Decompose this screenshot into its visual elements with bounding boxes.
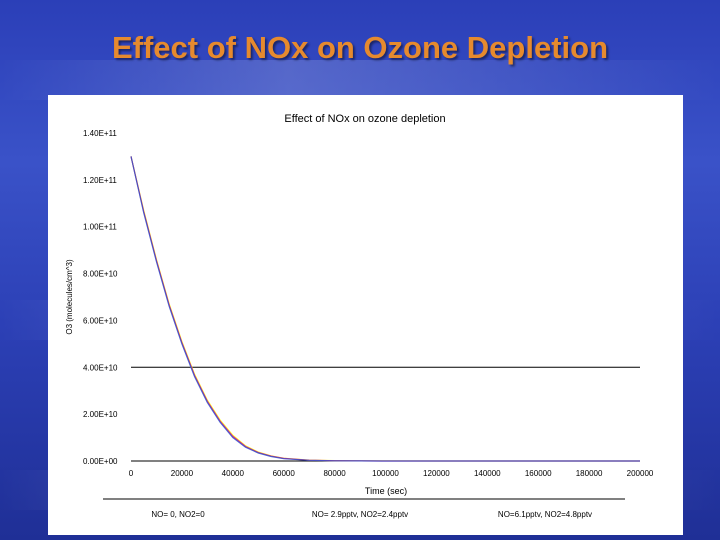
- y-tick-label: 1.00E+11: [83, 223, 117, 232]
- slide-title: Effect of NOx on Ozone Depletion: [111, 30, 608, 65]
- legend-entry-1: NO= 0, NO2=0: [151, 510, 205, 519]
- x-tick-label: 40000: [222, 469, 245, 478]
- chart-panel: Effect of NOx on ozone depletion 0.00E+00…: [48, 95, 683, 535]
- x-tick-label: 60000: [273, 469, 296, 478]
- x-tick-label: 160000: [525, 469, 552, 478]
- line-chart: Effect of NOx on ozone depletion 0.00E+00…: [65, 113, 654, 519]
- series-line-2: [130, 156, 640, 462]
- x-tick-label: 0: [129, 469, 134, 478]
- series-line-1: [130, 156, 640, 462]
- x-tick-label: 80000: [323, 469, 346, 478]
- y-tick-label: 1.20E+11: [83, 176, 117, 185]
- x-axis-label: Time (sec): [365, 486, 407, 496]
- x-tick-label: 140000: [474, 469, 501, 478]
- y-tick-label: 4.00E+10: [83, 363, 118, 372]
- y-axis-label: O3 (molecules/cm^3): [65, 259, 74, 335]
- y-tick-label: 1.40E+11: [83, 129, 117, 138]
- x-tick-label: 180000: [576, 469, 603, 478]
- x-tick-label: 200000: [627, 469, 654, 478]
- x-tick-label: 120000: [423, 469, 450, 478]
- x-tick-label: 20000: [171, 469, 194, 478]
- y-tick-label: 8.00E+10: [83, 270, 118, 279]
- chart-title: Effect of NOx on ozone depletion: [284, 113, 445, 125]
- y-tick-label: 6.00E+10: [83, 316, 118, 325]
- y-tick-label: 2.00E+10: [83, 410, 118, 419]
- series-line-3: [130, 156, 640, 462]
- legend-entry-3: NO=6.1pptv, NO2=4.8pptv: [498, 510, 592, 519]
- y-tick-label: 0.00E+00: [83, 457, 118, 466]
- legend-entry-2: NO= 2.9pptv, NO2=2.4pptv: [312, 510, 408, 519]
- x-tick-label: 100000: [372, 469, 399, 478]
